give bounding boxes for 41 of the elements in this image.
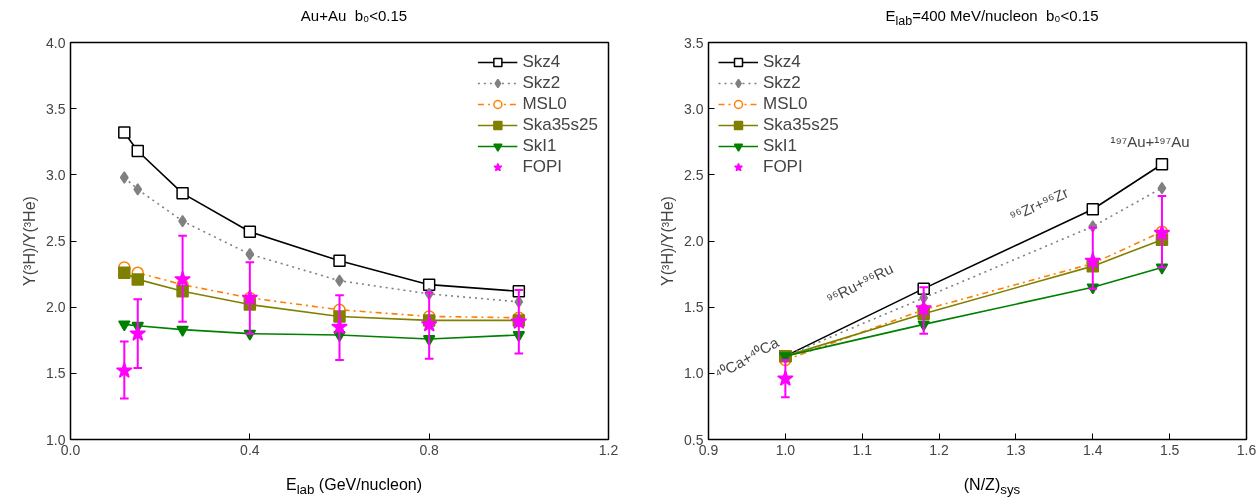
x-tick-label: 1.2 [598, 441, 619, 458]
x-tick-label: 1.0 [775, 441, 796, 458]
y-tick-label: 3.5 [684, 34, 704, 51]
legend-label: Ska35s25 [763, 115, 839, 135]
legend-label: Ska35s25 [522, 115, 598, 135]
y-tick-label: 4.0 [46, 34, 66, 51]
y-tick-label: 1.5 [684, 299, 704, 316]
legend-label: SkI1 [522, 136, 557, 156]
legend-label: FOPI [763, 157, 803, 177]
x-tick-label: 1.2 [929, 441, 950, 458]
x-axis-title: (N/Z)$_{sys}$ [963, 475, 1021, 497]
x-tick-label: 1.5 [1159, 441, 1180, 458]
y-tick-label: 3.5 [46, 100, 66, 117]
legend-label: MSL0 [763, 94, 808, 114]
chart-title: Au+Au b₀<0.15 [300, 6, 408, 26]
legend-label: Skz4 [763, 52, 801, 72]
y-tick-label: 2.5 [46, 233, 66, 249]
y-tick-label: 2.0 [46, 299, 66, 316]
x-tick-label: 0.4 [240, 441, 260, 458]
y-axis-title: Y(³H)/Y(³He) [21, 196, 39, 286]
y-tick-label: 3.0 [46, 166, 66, 183]
legend-label: Skz2 [763, 73, 801, 93]
legend-label: FOPI [522, 157, 563, 177]
legend-label: Skz2 [522, 73, 561, 93]
legend-label: Skz4 [522, 52, 561, 72]
x-tick-label: 1.6 [1236, 441, 1257, 458]
x-tick-label: 1.1 [852, 441, 873, 458]
legend-label: SkI1 [763, 136, 798, 156]
y-tick-label: 1.5 [46, 365, 66, 382]
y-tick-label: 2.5 [684, 166, 704, 183]
y-tick-label: 1.0 [684, 365, 704, 382]
x-tick-label: 1.4 [1083, 441, 1103, 458]
x-tick-label: 1.3 [1006, 441, 1026, 458]
legend-label: MSL0 [522, 94, 567, 114]
x-tick-label: 0.8 [419, 441, 440, 458]
annotation: ¹⁹⁷Au+¹⁹⁷Au [1110, 133, 1190, 151]
chart-title: E$_{lab}$=400 MeV/nucleon b₀<0.15 [885, 6, 1099, 30]
y-tick-label: 3.0 [684, 100, 704, 117]
x-axis-title: E$_{lab}$ (GeV/nucleon) [285, 475, 423, 497]
y-axis-title: Y(³H)/Y(³He) [659, 196, 677, 286]
y-tick-label: 2.0 [684, 233, 704, 249]
